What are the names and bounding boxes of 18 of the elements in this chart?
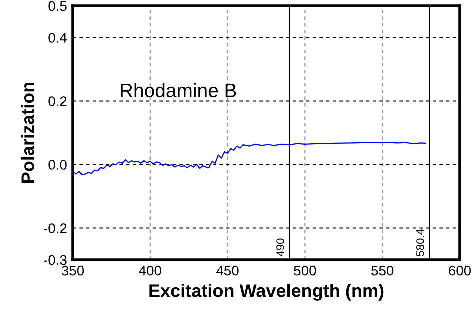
y-tick-label: 0.0 (48, 160, 67, 170)
y-tick-label: 0.5 (48, 1, 67, 12)
ref-line-label: 490 (276, 238, 284, 257)
x-axis-title: Excitation Wavelength (nm) (150, 284, 384, 301)
x-tick-label: 550 (372, 266, 394, 276)
annotation: Rhodamine B (121, 83, 236, 98)
x-tick-label: 600 (449, 266, 472, 276)
y-tick-label: -0.3 (44, 255, 67, 266)
x-tick-label: 350 (62, 266, 84, 276)
x-tick-label: 500 (294, 266, 316, 276)
y-tick-label: 0.4 (48, 33, 68, 43)
x-tick-label: 400 (139, 266, 162, 276)
line-series (73, 142, 426, 176)
y-tick-label: -0.2 (44, 224, 67, 234)
y-tick-label: 0.2 (48, 96, 67, 106)
ref-line-label: 580.4 (416, 229, 424, 256)
y-axis-title: Polarization (21, 82, 34, 183)
x-tick-label: 450 (216, 266, 239, 276)
